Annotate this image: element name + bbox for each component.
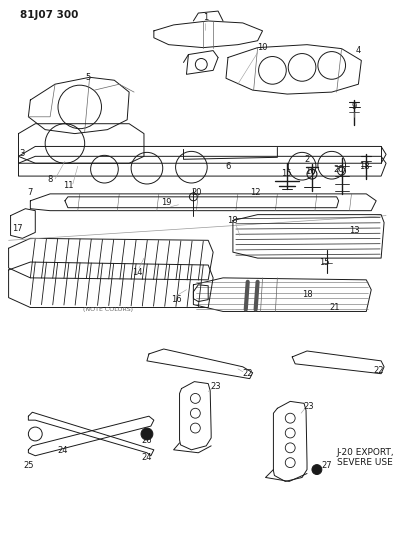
Text: 1: 1 <box>202 13 208 22</box>
Text: 17: 17 <box>12 224 23 233</box>
Text: 12: 12 <box>250 188 261 197</box>
Text: 3: 3 <box>20 149 25 158</box>
Text: 81J07 300: 81J07 300 <box>20 10 79 20</box>
Text: 27: 27 <box>321 461 332 470</box>
Text: 14: 14 <box>132 269 142 277</box>
Text: 6: 6 <box>225 161 231 171</box>
Circle shape <box>141 428 153 440</box>
Circle shape <box>312 465 322 474</box>
Text: 2: 2 <box>304 155 310 164</box>
Text: 16: 16 <box>171 295 182 304</box>
Text: 18: 18 <box>227 216 238 225</box>
Text: 9: 9 <box>352 102 357 111</box>
Text: 5: 5 <box>85 73 90 82</box>
Text: 11: 11 <box>63 181 73 190</box>
Text: 26: 26 <box>142 437 152 446</box>
Text: 13: 13 <box>349 226 360 235</box>
Text: 22: 22 <box>373 366 383 375</box>
Text: 23: 23 <box>303 402 314 411</box>
Text: 8: 8 <box>47 174 53 183</box>
Text: 10: 10 <box>257 43 268 52</box>
Text: 22: 22 <box>243 369 253 378</box>
Text: 7: 7 <box>28 188 33 197</box>
Text: 19: 19 <box>162 198 172 207</box>
Text: 25: 25 <box>23 461 34 470</box>
Text: 18: 18 <box>359 161 370 171</box>
Text: 20: 20 <box>191 188 202 197</box>
Text: 23: 23 <box>211 382 221 391</box>
Text: J-20 EXPORT,
SEVERE USE: J-20 EXPORT, SEVERE USE <box>337 448 394 467</box>
Text: 16: 16 <box>305 167 315 176</box>
Text: 15: 15 <box>281 168 292 177</box>
Text: 24: 24 <box>142 453 152 462</box>
Text: 18: 18 <box>302 290 312 299</box>
Text: 4: 4 <box>356 46 361 55</box>
Text: 20: 20 <box>333 165 344 174</box>
Text: (NOTE COLORS): (NOTE COLORS) <box>83 307 133 312</box>
Text: 15: 15 <box>319 257 330 266</box>
Text: 21: 21 <box>329 303 340 312</box>
Text: 24: 24 <box>58 446 68 455</box>
